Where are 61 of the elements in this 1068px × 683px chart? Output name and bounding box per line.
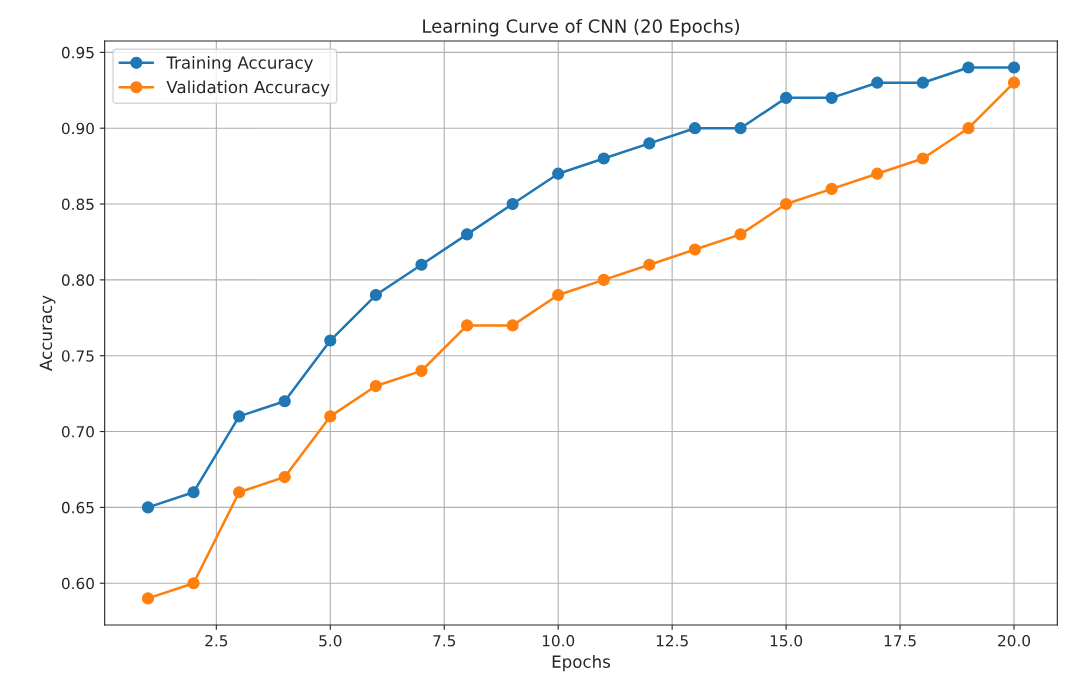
point — [141, 592, 155, 605]
x-tick-label: 17.5 — [884, 635, 916, 647]
point — [324, 410, 337, 423]
point — [1007, 76, 1021, 89]
point — [916, 152, 929, 165]
x-tick-label: 10.0 — [542, 634, 575, 647]
y-tick-label: 0.65 — [61, 501, 94, 514]
point — [734, 122, 747, 135]
point — [187, 577, 200, 590]
point — [825, 182, 838, 195]
point — [871, 167, 884, 180]
point — [552, 288, 565, 302]
chart-title: Learning Curve of CNN (20 Epochs) — [423, 18, 739, 37]
point — [278, 395, 291, 408]
point — [643, 258, 656, 271]
point — [233, 410, 246, 423]
point — [187, 486, 200, 499]
y-tick-label: 0.70 — [61, 426, 94, 438]
x-tick-label: 5.0 — [319, 634, 342, 647]
y-tick-label: 0.90 — [61, 122, 94, 135]
point — [780, 91, 793, 104]
y-axis-title: Accuracy — [39, 295, 56, 371]
point — [597, 273, 610, 286]
point — [643, 137, 656, 150]
x-tick-label: 20.0 — [998, 634, 1031, 647]
point — [962, 122, 975, 135]
x-tick-label: 15.0 — [770, 634, 803, 647]
x-tick-label: 7.5 — [433, 635, 456, 647]
point — [780, 197, 793, 211]
point — [962, 61, 975, 74]
y-tick-label: 0.75 — [61, 350, 94, 362]
point — [1007, 61, 1021, 74]
point — [871, 76, 884, 89]
point — [688, 243, 702, 256]
x-tick-label: 2.5 — [205, 634, 228, 647]
point — [734, 228, 747, 241]
point — [324, 334, 337, 347]
legend-label: Training Accuracy — [166, 55, 313, 73]
y-tick-label: 0.80 — [61, 274, 94, 286]
point — [506, 197, 519, 211]
point — [415, 258, 428, 271]
point — [825, 91, 838, 104]
point — [278, 470, 291, 484]
point — [369, 288, 382, 302]
x-axis-title: Epochs — [552, 655, 611, 672]
point — [552, 167, 565, 180]
point — [460, 228, 474, 241]
point — [233, 486, 246, 499]
x-tick-label: 12.5 — [656, 634, 688, 647]
point — [688, 122, 702, 135]
y-tick-label: 0.95 — [61, 46, 94, 59]
point — [415, 364, 428, 377]
y-tick-label: 0.60 — [61, 577, 94, 590]
legend-label: Validation Accuracy — [166, 80, 330, 97]
point — [916, 76, 929, 89]
point — [369, 379, 382, 393]
point — [141, 501, 155, 514]
y-tick-label: 0.85 — [61, 198, 94, 211]
point — [597, 152, 610, 165]
point — [460, 319, 474, 332]
point — [506, 319, 519, 332]
